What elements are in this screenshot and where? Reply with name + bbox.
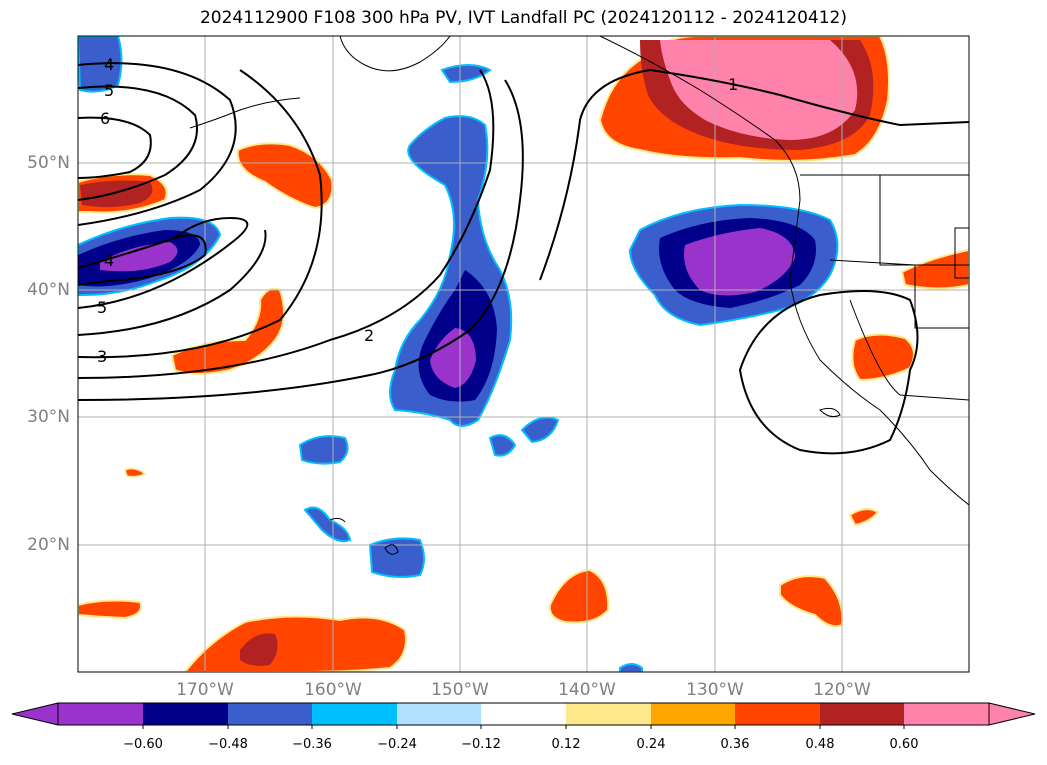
contour-label: 6: [100, 109, 110, 128]
lon-label: 150°W: [431, 680, 489, 700]
lat-label: 30°N: [27, 407, 70, 427]
lon-label: 120°W: [813, 680, 871, 700]
colorbar: [11, 702, 1036, 729]
contour-labels: 4 5 6 4 5 3 2 1: [97, 55, 738, 366]
negative-anomaly-regions: [78, 36, 839, 672]
lat-label: 50°N: [27, 153, 70, 173]
lat-label: 40°N: [27, 280, 70, 300]
lon-label: 140°W: [558, 680, 616, 700]
contour-label: 2: [364, 326, 374, 345]
colorbar-tick: −0.12: [461, 737, 501, 752]
lon-label: 170°W: [176, 680, 234, 700]
map-title: 2024112900 F108 300 hPa PV, IVT Landfall…: [199, 8, 847, 28]
coastlines: [189, 36, 969, 555]
colorbar-tick: 0.36: [720, 737, 750, 752]
colorbar-tick: −0.60: [123, 737, 163, 752]
colorbar-tick: −0.48: [208, 737, 248, 752]
colorbar-tick: 0.24: [636, 737, 666, 752]
colorbar-tick: −0.36: [292, 737, 332, 752]
colorbar-tick: 0.48: [805, 737, 835, 752]
colorbar-tick: 0.60: [889, 737, 919, 752]
lat-label: 20°N: [27, 535, 70, 555]
colorbar-tick: 0.12: [551, 737, 581, 752]
contour-label: 4: [104, 251, 114, 270]
positive-anomaly-regions: [78, 36, 969, 672]
lon-label: 130°W: [686, 680, 744, 700]
contour-label: 5: [97, 298, 107, 317]
map-area: 4 5 6 4 5 3 2 1: [78, 36, 969, 672]
colorbar-tick: −0.24: [377, 737, 417, 752]
pv-contours: [78, 62, 969, 455]
contour-label: 5: [104, 81, 114, 100]
lon-label: 160°W: [304, 680, 362, 700]
map-frame: [77, 35, 970, 673]
contour-label: 4: [104, 55, 114, 74]
contour-label: 1: [728, 75, 738, 94]
contour-label: 3: [97, 347, 107, 366]
